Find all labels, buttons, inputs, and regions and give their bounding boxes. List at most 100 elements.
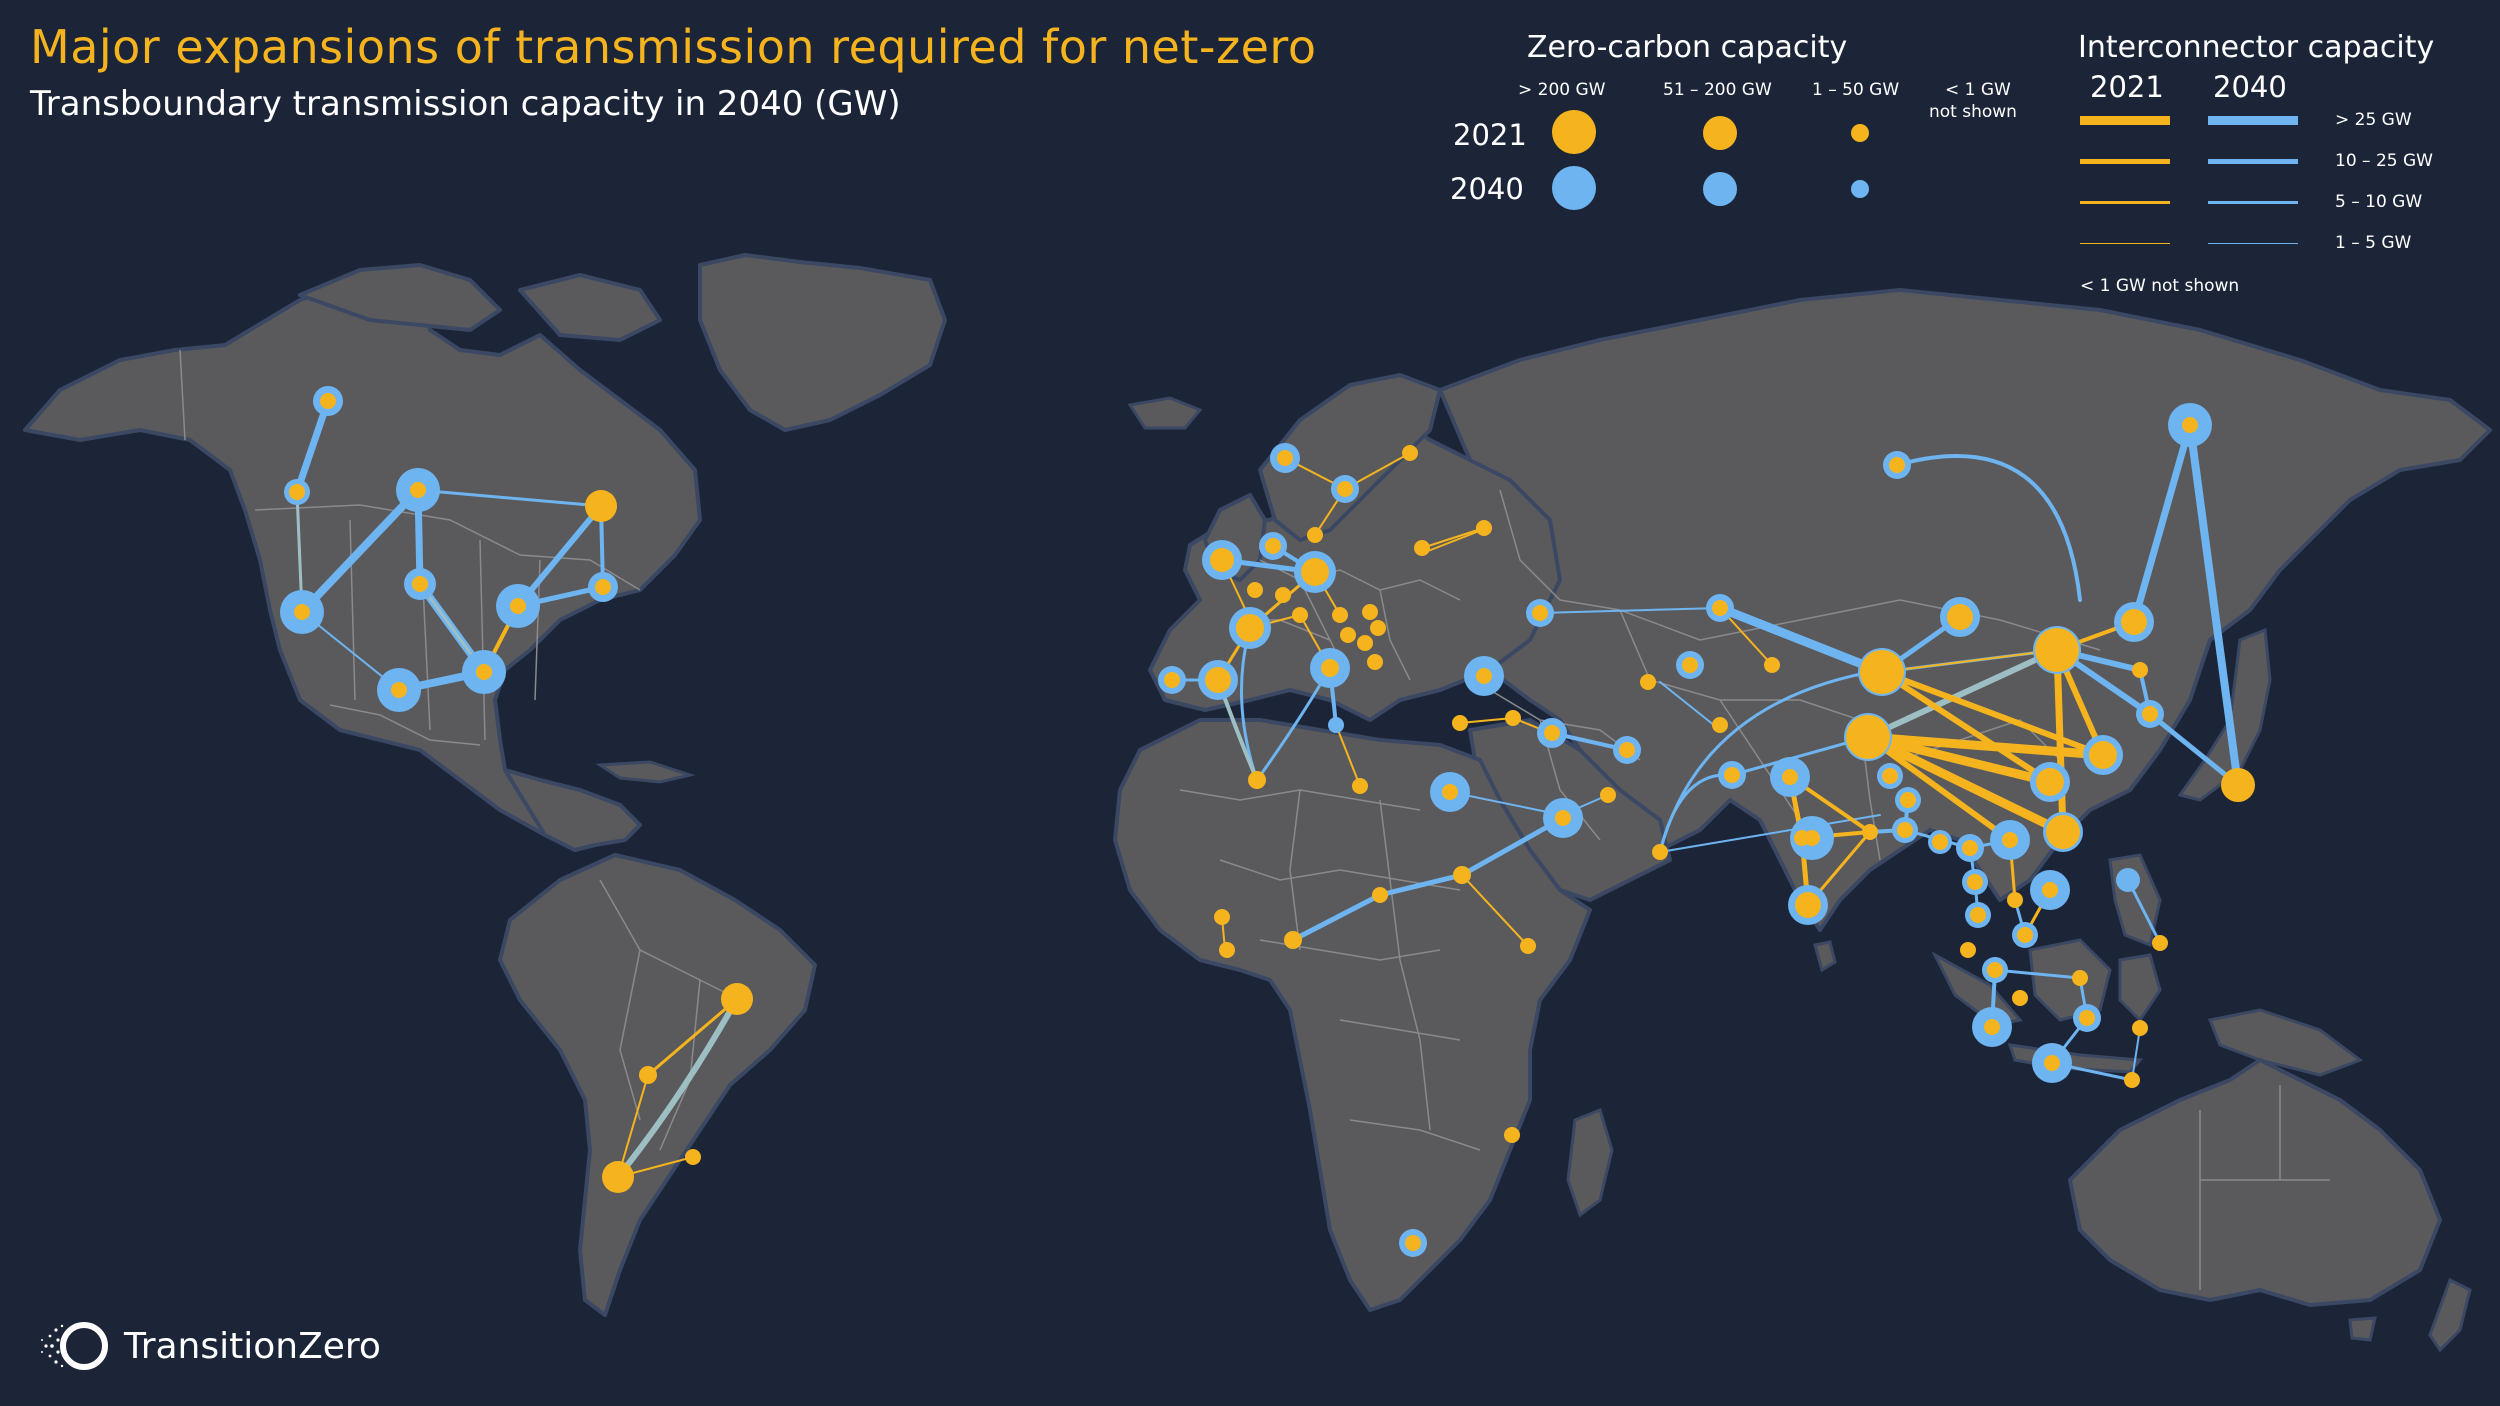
- interconnector-2040: [1895, 454, 2082, 602]
- border-us-mexico: [329, 704, 481, 746]
- legend-dot-2021-small: [1851, 124, 1869, 142]
- legend-dot-2040-medium: [1703, 172, 1737, 206]
- border-africa: [1179, 789, 1481, 1151]
- capacity-not-shown-label: not shown: [1929, 102, 2017, 122]
- node-2021: [1764, 657, 1780, 673]
- interconnector-mixed: [615, 996, 740, 1180]
- node-2021: [2042, 882, 2058, 898]
- iceland: [1127, 396, 1203, 430]
- brand-ring-icon: [41, 1322, 108, 1370]
- node-2021: [1555, 810, 1571, 826]
- node-2021: [2142, 706, 2158, 722]
- node-2021: [1947, 604, 1973, 630]
- node-2021: [476, 664, 492, 680]
- node-2021: [602, 1161, 634, 1193]
- node-2021: [1362, 604, 1378, 620]
- interconnector-range-label: 5 – 10 GW: [2335, 192, 2423, 212]
- node-2021: [1164, 672, 1180, 688]
- capacity-range-label: 1 – 50 GW: [1812, 80, 1900, 100]
- tasmania: [2348, 1316, 2377, 1342]
- node-2021: [1277, 450, 1293, 466]
- legend-line-2040-s: [2208, 243, 2298, 244]
- interconnector-2021: [1459, 717, 1514, 724]
- interconnector-2021: [646, 997, 739, 1077]
- node-2021: [1794, 830, 1810, 846]
- node-2021: [1307, 527, 1323, 543]
- interconnector-2040: [2186, 421, 2242, 789]
- interconnector-2040: [1290, 892, 1383, 943]
- node-2021: [1932, 834, 1948, 850]
- legend-dot-2021-large: [1552, 110, 1596, 154]
- node-2021: [1265, 538, 1281, 554]
- node-2021: [412, 576, 428, 592]
- node-2021: [1284, 931, 1302, 949]
- node-2021: [1405, 1235, 1421, 1251]
- arctic-islands: [518, 273, 662, 342]
- borneo: [2028, 938, 2112, 1022]
- node-2021: [595, 579, 611, 595]
- node-2021: [1452, 715, 1468, 731]
- node-2021: [1640, 674, 1656, 690]
- interconnector-range-label: 10 – 25 GW: [2335, 151, 2433, 171]
- node-2021: [1372, 887, 1388, 903]
- south-america-landmass: [498, 853, 817, 1317]
- node-2021: [1544, 725, 1560, 741]
- node-2021: [1505, 710, 1521, 726]
- node-2021: [1712, 600, 1728, 616]
- node-2021: [1960, 942, 1976, 958]
- border-us-canada: [254, 504, 641, 591]
- interconnector-2040: [1658, 668, 1884, 854]
- node-2021: [1337, 481, 1353, 497]
- node-2021: [1682, 657, 1698, 673]
- interconnector-2040: [1715, 603, 1887, 677]
- node-2021: [294, 604, 310, 620]
- node-2021: [1476, 668, 1492, 684]
- node-2021: [1402, 445, 1418, 461]
- node-2021: [1367, 654, 1383, 670]
- node-2021: [1897, 822, 1913, 838]
- node-2021: [1205, 667, 1231, 693]
- node-2040: [2116, 868, 2140, 892]
- node-2040: [1328, 717, 1344, 733]
- node-2021: [1862, 824, 1878, 840]
- interconnector-2040: [416, 488, 603, 508]
- node-2021: [1782, 769, 1798, 785]
- capacity-range-label: 51 – 200 GW: [1663, 80, 1772, 100]
- node-2021: [1532, 605, 1548, 621]
- node-2021: [320, 393, 336, 409]
- node-2021: [1247, 582, 1263, 598]
- node-2021: [1370, 620, 1386, 636]
- interconnector-range-label: > 25 GW: [2335, 110, 2412, 130]
- interconnector-2021: [2053, 646, 2067, 836]
- node-2021: [685, 1149, 701, 1165]
- node-2021: [1414, 540, 1430, 556]
- node-2021: [2152, 935, 2168, 951]
- node-2021: [2007, 892, 2023, 908]
- legend-line-2040-m: [2208, 201, 2298, 204]
- brand-name: TransitionZero: [124, 1325, 381, 1367]
- interconnector-2021: [1335, 724, 1361, 787]
- border-alaska: [179, 349, 186, 441]
- interconnector-legend-heading: Interconnector capacity: [2078, 30, 2435, 65]
- interconnector-2040: [2130, 421, 2194, 626]
- capacity-legend-heading: Zero-carbon capacity: [1527, 30, 1848, 65]
- legend-dot-2040-small: [1851, 180, 1869, 198]
- interconnector-2040: [1539, 607, 1721, 614]
- node-2021: [1712, 717, 1728, 733]
- node-2021: [1352, 778, 1368, 794]
- node-2021: [2121, 609, 2147, 635]
- border-europe: [1240, 559, 1461, 681]
- node-2021: [510, 598, 526, 614]
- scandinavia-landmass: [1258, 373, 1442, 542]
- node-2021: [2089, 741, 2117, 769]
- legend-dot-2021-medium: [1703, 116, 1737, 150]
- interconnector-year-2040: 2040: [2213, 70, 2287, 104]
- node-2021: [1214, 909, 1230, 925]
- capacity-year-2021: 2021: [1453, 118, 1527, 152]
- node-2021: [585, 490, 617, 522]
- node-2021: [410, 482, 426, 498]
- node-2021: [1357, 635, 1373, 651]
- brand-logo: TransitionZero: [36, 1316, 381, 1376]
- node-2021: [1882, 768, 1898, 784]
